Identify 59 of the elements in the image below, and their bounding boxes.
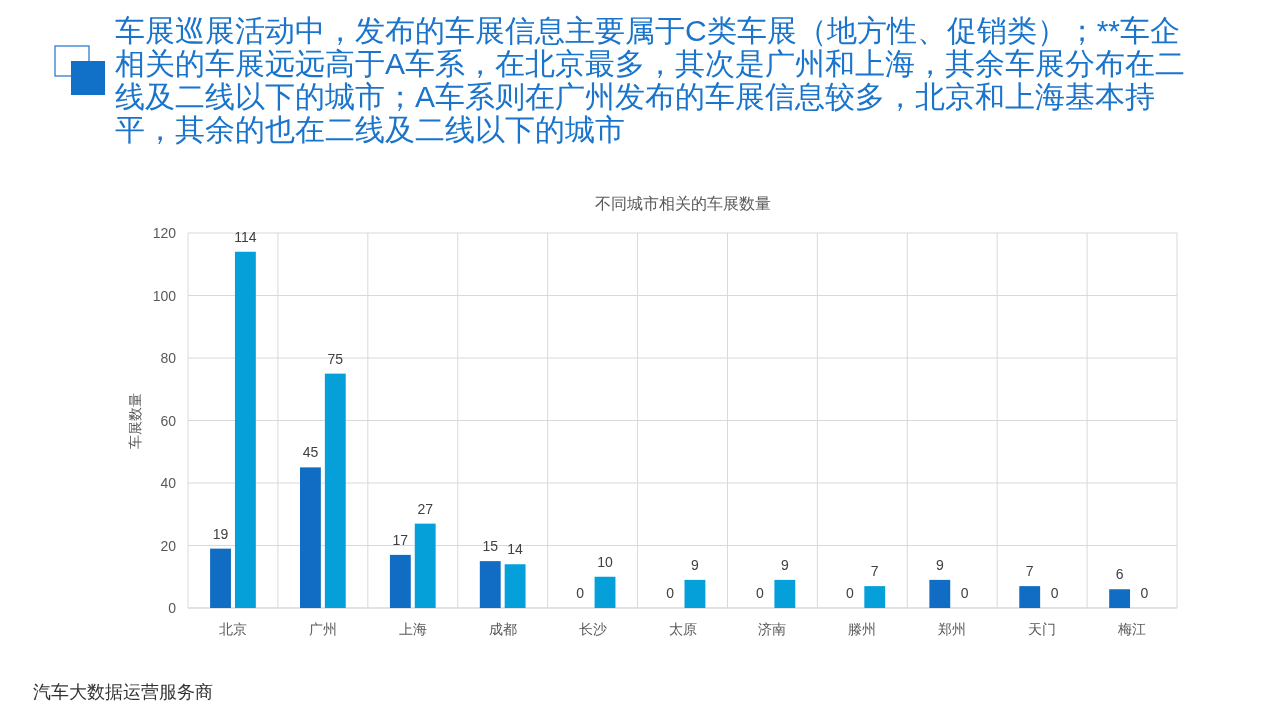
y-tick-label: 80 [160, 350, 177, 366]
data-label: 114 [234, 228, 257, 245]
y-tick-label: 120 [152, 225, 177, 241]
bar [300, 467, 321, 608]
data-label: 0 [576, 585, 585, 601]
text: 汽车大数据运营服务商 [33, 681, 213, 704]
bar [414, 523, 436, 608]
data-label: 0 [666, 585, 675, 601]
x-tick-label: 北京 [218, 621, 247, 637]
data-label: 7 [1025, 563, 1034, 580]
bar [504, 564, 526, 608]
bar [929, 579, 951, 608]
x-tick-label: 滕州 [848, 621, 877, 637]
data-label: 0 [756, 585, 765, 601]
data-label: 9 [691, 556, 700, 573]
bar [479, 561, 501, 608]
y-tick-label: 100 [152, 287, 177, 304]
chart-title: 车展巡展活动中，发布的车展信息主要属于C类车展（地方性、促销类）；**车企相关的车展远远高于A车系，在北京最多，其次是广州和上海，其余车展分布在二线及二线以下的城市；A车系则在广州发布的车展信息较多，北京和上海基本持平，其余的也在二线及二线以下的城市 [115, 14, 1186, 146]
x-tick-label: 济南 [758, 621, 787, 637]
x-tick-label: 天门 [1028, 621, 1057, 637]
bar [774, 579, 796, 608]
data-label: 27 [417, 500, 434, 517]
bar [594, 576, 616, 608]
data-label: 17 [392, 531, 409, 548]
y-tick-label: 40 [160, 475, 177, 491]
bar [1019, 586, 1041, 608]
y-tick-label: 20 [160, 537, 177, 554]
y-axis-title: 车展数量 [127, 393, 143, 449]
data-label: 15 [482, 538, 499, 555]
data-label: 9 [780, 556, 789, 573]
x-tick-label: 梅江 [1117, 621, 1147, 637]
bar [234, 251, 256, 608]
data-label: 45 [302, 444, 319, 461]
x-tick-label: 成都 [488, 621, 517, 637]
bar [1109, 589, 1131, 608]
y-tick-label: 60 [160, 412, 177, 429]
bar [864, 586, 886, 608]
data-label: 6 [1115, 566, 1124, 583]
data-label: 10 [597, 553, 614, 570]
data-label: 75 [327, 350, 344, 367]
data-label: 7 [870, 563, 879, 580]
data-label: 14 [507, 541, 524, 558]
bar [389, 554, 411, 608]
x-tick-label: 长沙 [578, 621, 607, 637]
bar [324, 373, 346, 608]
x-tick-label: 上海 [398, 621, 427, 637]
bar [210, 548, 231, 608]
y-tick-label: 0 [168, 600, 177, 616]
data-label: 19 [212, 525, 229, 542]
data-label: 0 [845, 585, 854, 601]
data-label: 0 [1140, 585, 1149, 601]
chart-subtitle: 不同城市相关的车展数量 [594, 195, 771, 212]
x-tick-label: 广州 [308, 621, 337, 637]
data-label: 0 [960, 585, 969, 601]
data-label: 9 [935, 556, 944, 573]
x-tick-label: 郑州 [938, 621, 967, 637]
data-label: 0 [1050, 585, 1059, 601]
bar [684, 579, 706, 608]
x-tick-label: 太原 [668, 621, 697, 637]
